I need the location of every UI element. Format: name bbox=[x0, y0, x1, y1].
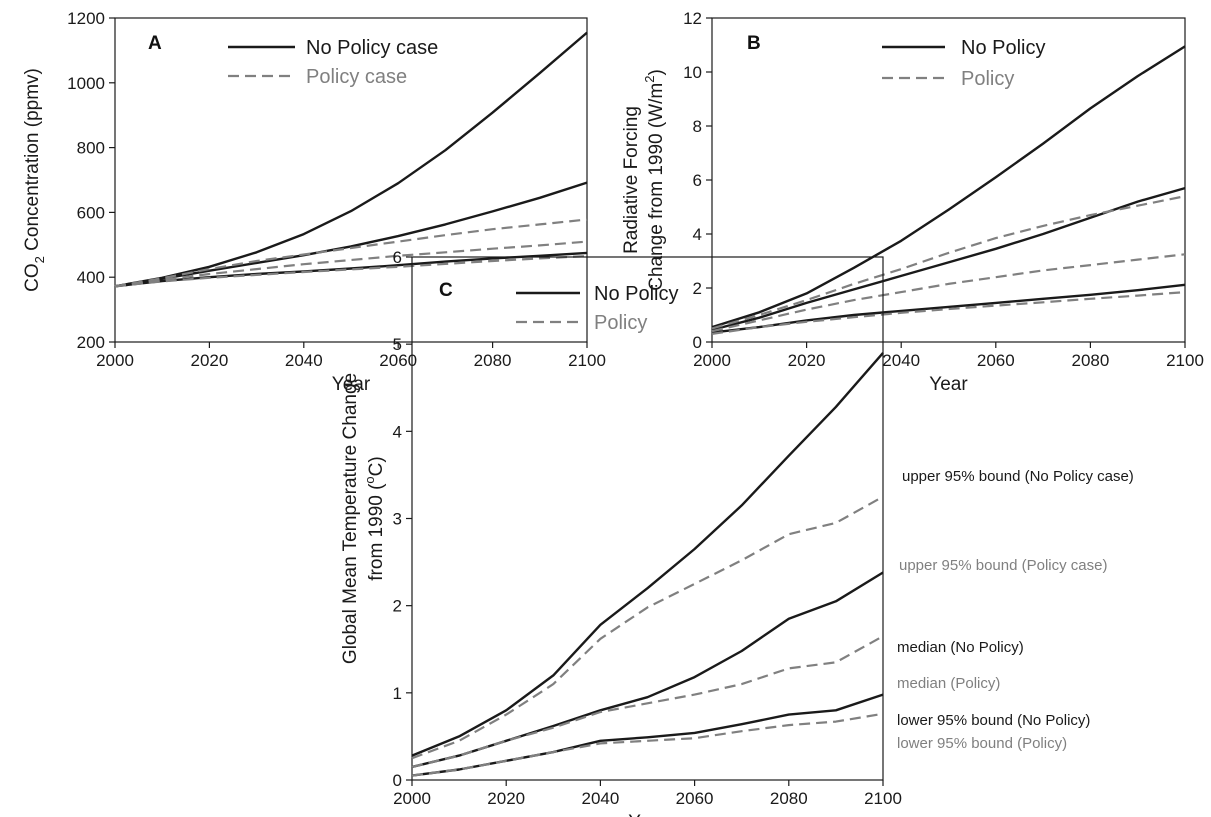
legend-label: No Policy bbox=[961, 37, 1045, 59]
no-policy-series-line-3 bbox=[114, 251, 588, 288]
no-policy-series-line-5 bbox=[411, 693, 884, 777]
series-annotation: median (No Policy) bbox=[897, 639, 1024, 656]
x-tick-label: 2020 bbox=[788, 351, 826, 370]
x-tick-label: 2100 bbox=[568, 351, 606, 370]
chart-panel-a: 2000 2020 2040 2060 2080 2100 200 400 600 800 1000… bbox=[22, 9, 606, 395]
chart-panel-c: 2000 2020 2040 2060 2080 2100 0 1 2 3 4 5 6 Year Globa… bbox=[340, 248, 1134, 817]
y-tick-label: 4 bbox=[693, 225, 702, 244]
y-tick-label: 400 bbox=[77, 268, 105, 287]
y-axis-label-part: from 1990 ( bbox=[366, 483, 387, 581]
y-tick-label: 10 bbox=[683, 63, 702, 82]
policy-series-line-6 bbox=[711, 291, 1186, 335]
x-axis-label: Year bbox=[332, 374, 371, 395]
x-tick-label: 2080 bbox=[474, 351, 512, 370]
y-tick-label: 200 bbox=[77, 333, 105, 352]
policy-series-line-6 bbox=[114, 255, 588, 288]
x-tick-label: 2000 bbox=[96, 351, 134, 370]
x-tick-label: 2000 bbox=[393, 789, 431, 808]
y-axis-label-superscript: o bbox=[362, 476, 377, 483]
y-axis-label-part: ) bbox=[646, 69, 667, 75]
x-tick-label: 2000 bbox=[693, 351, 731, 370]
y-axis-label-line1: Radiative Forcing bbox=[621, 106, 642, 254]
panel-label: C bbox=[439, 280, 453, 301]
series-annotation: median (Policy) bbox=[897, 675, 1000, 692]
y-tick-label: 8 bbox=[693, 117, 702, 136]
no-policy-series-line-3 bbox=[711, 283, 1186, 334]
x-tick-label: 2040 bbox=[285, 351, 323, 370]
y-tick-label: 800 bbox=[77, 139, 105, 158]
legend-label: Policy bbox=[594, 312, 647, 334]
policy-series-line-4 bbox=[711, 195, 1186, 330]
y-tick-label: 6 bbox=[393, 248, 402, 267]
policy-series-line-5 bbox=[114, 240, 588, 288]
series-annotation: upper 95% bound (No Policy case) bbox=[902, 468, 1134, 485]
y-axis-label-part: CO bbox=[22, 263, 43, 292]
legend-label: No Policy case bbox=[306, 37, 438, 59]
y-tick-label: 6 bbox=[693, 171, 702, 190]
y-axis-label-part: Concentration (ppmv) bbox=[22, 68, 43, 256]
x-tick-label: 2020 bbox=[487, 789, 525, 808]
policy-series-line-4 bbox=[114, 218, 588, 288]
y-tick-label: 600 bbox=[77, 203, 105, 222]
policy-series-line-6 bbox=[411, 712, 884, 777]
y-axis-label-subscript: 2 bbox=[32, 256, 47, 263]
x-tick-label: 2060 bbox=[676, 789, 714, 808]
y-tick-label: 2 bbox=[393, 597, 402, 616]
y-tick-label: 1 bbox=[393, 684, 402, 703]
legend-label: Policy case bbox=[306, 66, 407, 88]
policy-series-line-5 bbox=[711, 253, 1186, 333]
plot-frame bbox=[411, 256, 884, 781]
y-tick-label: 4 bbox=[393, 422, 402, 441]
y-axis-label-line2: from 1990 (oC) bbox=[362, 456, 387, 580]
y-tick-label: 0 bbox=[393, 771, 402, 790]
y-axis-label-part: Change from 1990 (W/m bbox=[646, 83, 667, 291]
x-axis-label: Year bbox=[929, 374, 968, 395]
y-tick-label: 3 bbox=[393, 510, 402, 529]
policy-series-line-2 bbox=[411, 495, 884, 760]
y-axis-label: CO2 Concentration (ppmv) bbox=[22, 68, 47, 292]
x-tick-label: 2100 bbox=[864, 789, 902, 808]
y-axis-label-superscript: 2 bbox=[642, 76, 657, 83]
y-tick-label: 0 bbox=[693, 333, 702, 352]
series-annotation: lower 95% bound (No Policy) bbox=[897, 712, 1090, 729]
policy-series-line-4 bbox=[411, 635, 884, 768]
y-axis-label-part: C) bbox=[366, 456, 387, 476]
no-policy-series-line-1 bbox=[711, 45, 1186, 329]
y-tick-label: 1000 bbox=[67, 74, 105, 93]
y-tick-label: 2 bbox=[693, 279, 702, 298]
panel-label: A bbox=[148, 33, 162, 54]
no-policy-series-line-2 bbox=[114, 181, 588, 288]
series-annotation: upper 95% bound (Policy case) bbox=[899, 557, 1107, 574]
x-tick-label: 2060 bbox=[977, 351, 1015, 370]
no-policy-series-line-1 bbox=[114, 31, 588, 288]
y-tick-label: 1200 bbox=[67, 9, 105, 28]
legend-label: Policy bbox=[961, 68, 1014, 90]
x-tick-label: 2020 bbox=[190, 351, 228, 370]
plot-frame bbox=[114, 17, 588, 343]
x-tick-label: 2060 bbox=[379, 351, 417, 370]
y-axis-label-line2: Change from 1990 (W/m2) bbox=[642, 69, 667, 291]
x-tick-label: 2080 bbox=[1071, 351, 1109, 370]
no-policy-series-line-1 bbox=[411, 352, 884, 757]
x-tick-label: 2040 bbox=[581, 789, 619, 808]
x-tick-label: 2040 bbox=[882, 351, 920, 370]
y-tick-label: 12 bbox=[683, 9, 702, 28]
x-axis-label: Year bbox=[628, 812, 667, 817]
x-tick-label: 2100 bbox=[1166, 351, 1204, 370]
series-annotation: lower 95% bound (Policy) bbox=[897, 735, 1067, 752]
legend-label: No Policy bbox=[594, 283, 678, 305]
y-axis-label-line1: Global Mean Temperature Change bbox=[340, 373, 361, 664]
x-tick-label: 2080 bbox=[770, 789, 808, 808]
y-tick-label: 5 bbox=[393, 335, 402, 354]
panel-label: B bbox=[747, 33, 761, 54]
no-policy-series-line-3 bbox=[411, 571, 884, 769]
chart-panel-b: 2000 2020 2040 2060 2080 2100 0 2 4 6 8 10 12 Year Rad… bbox=[621, 9, 1204, 395]
